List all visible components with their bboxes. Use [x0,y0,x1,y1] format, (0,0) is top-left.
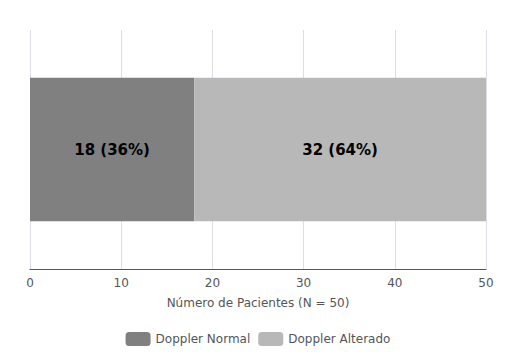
svg-text:10: 10 [114,276,129,290]
svg-text:Doppler Alterado: Doppler Alterado [288,332,390,346]
svg-text:50: 50 [478,276,493,290]
svg-text:Número de Pacientes (N = 50): Número de Pacientes (N = 50) [167,296,350,310]
svg-text:20: 20 [205,276,220,290]
svg-text:0: 0 [26,276,34,290]
svg-text:30: 30 [296,276,311,290]
svg-text:Doppler Normal: Doppler Normal [156,332,251,346]
svg-text:32 (64%): 32 (64%) [302,141,378,159]
svg-text:18 (36%): 18 (36%) [74,141,150,159]
svg-text:40: 40 [387,276,402,290]
